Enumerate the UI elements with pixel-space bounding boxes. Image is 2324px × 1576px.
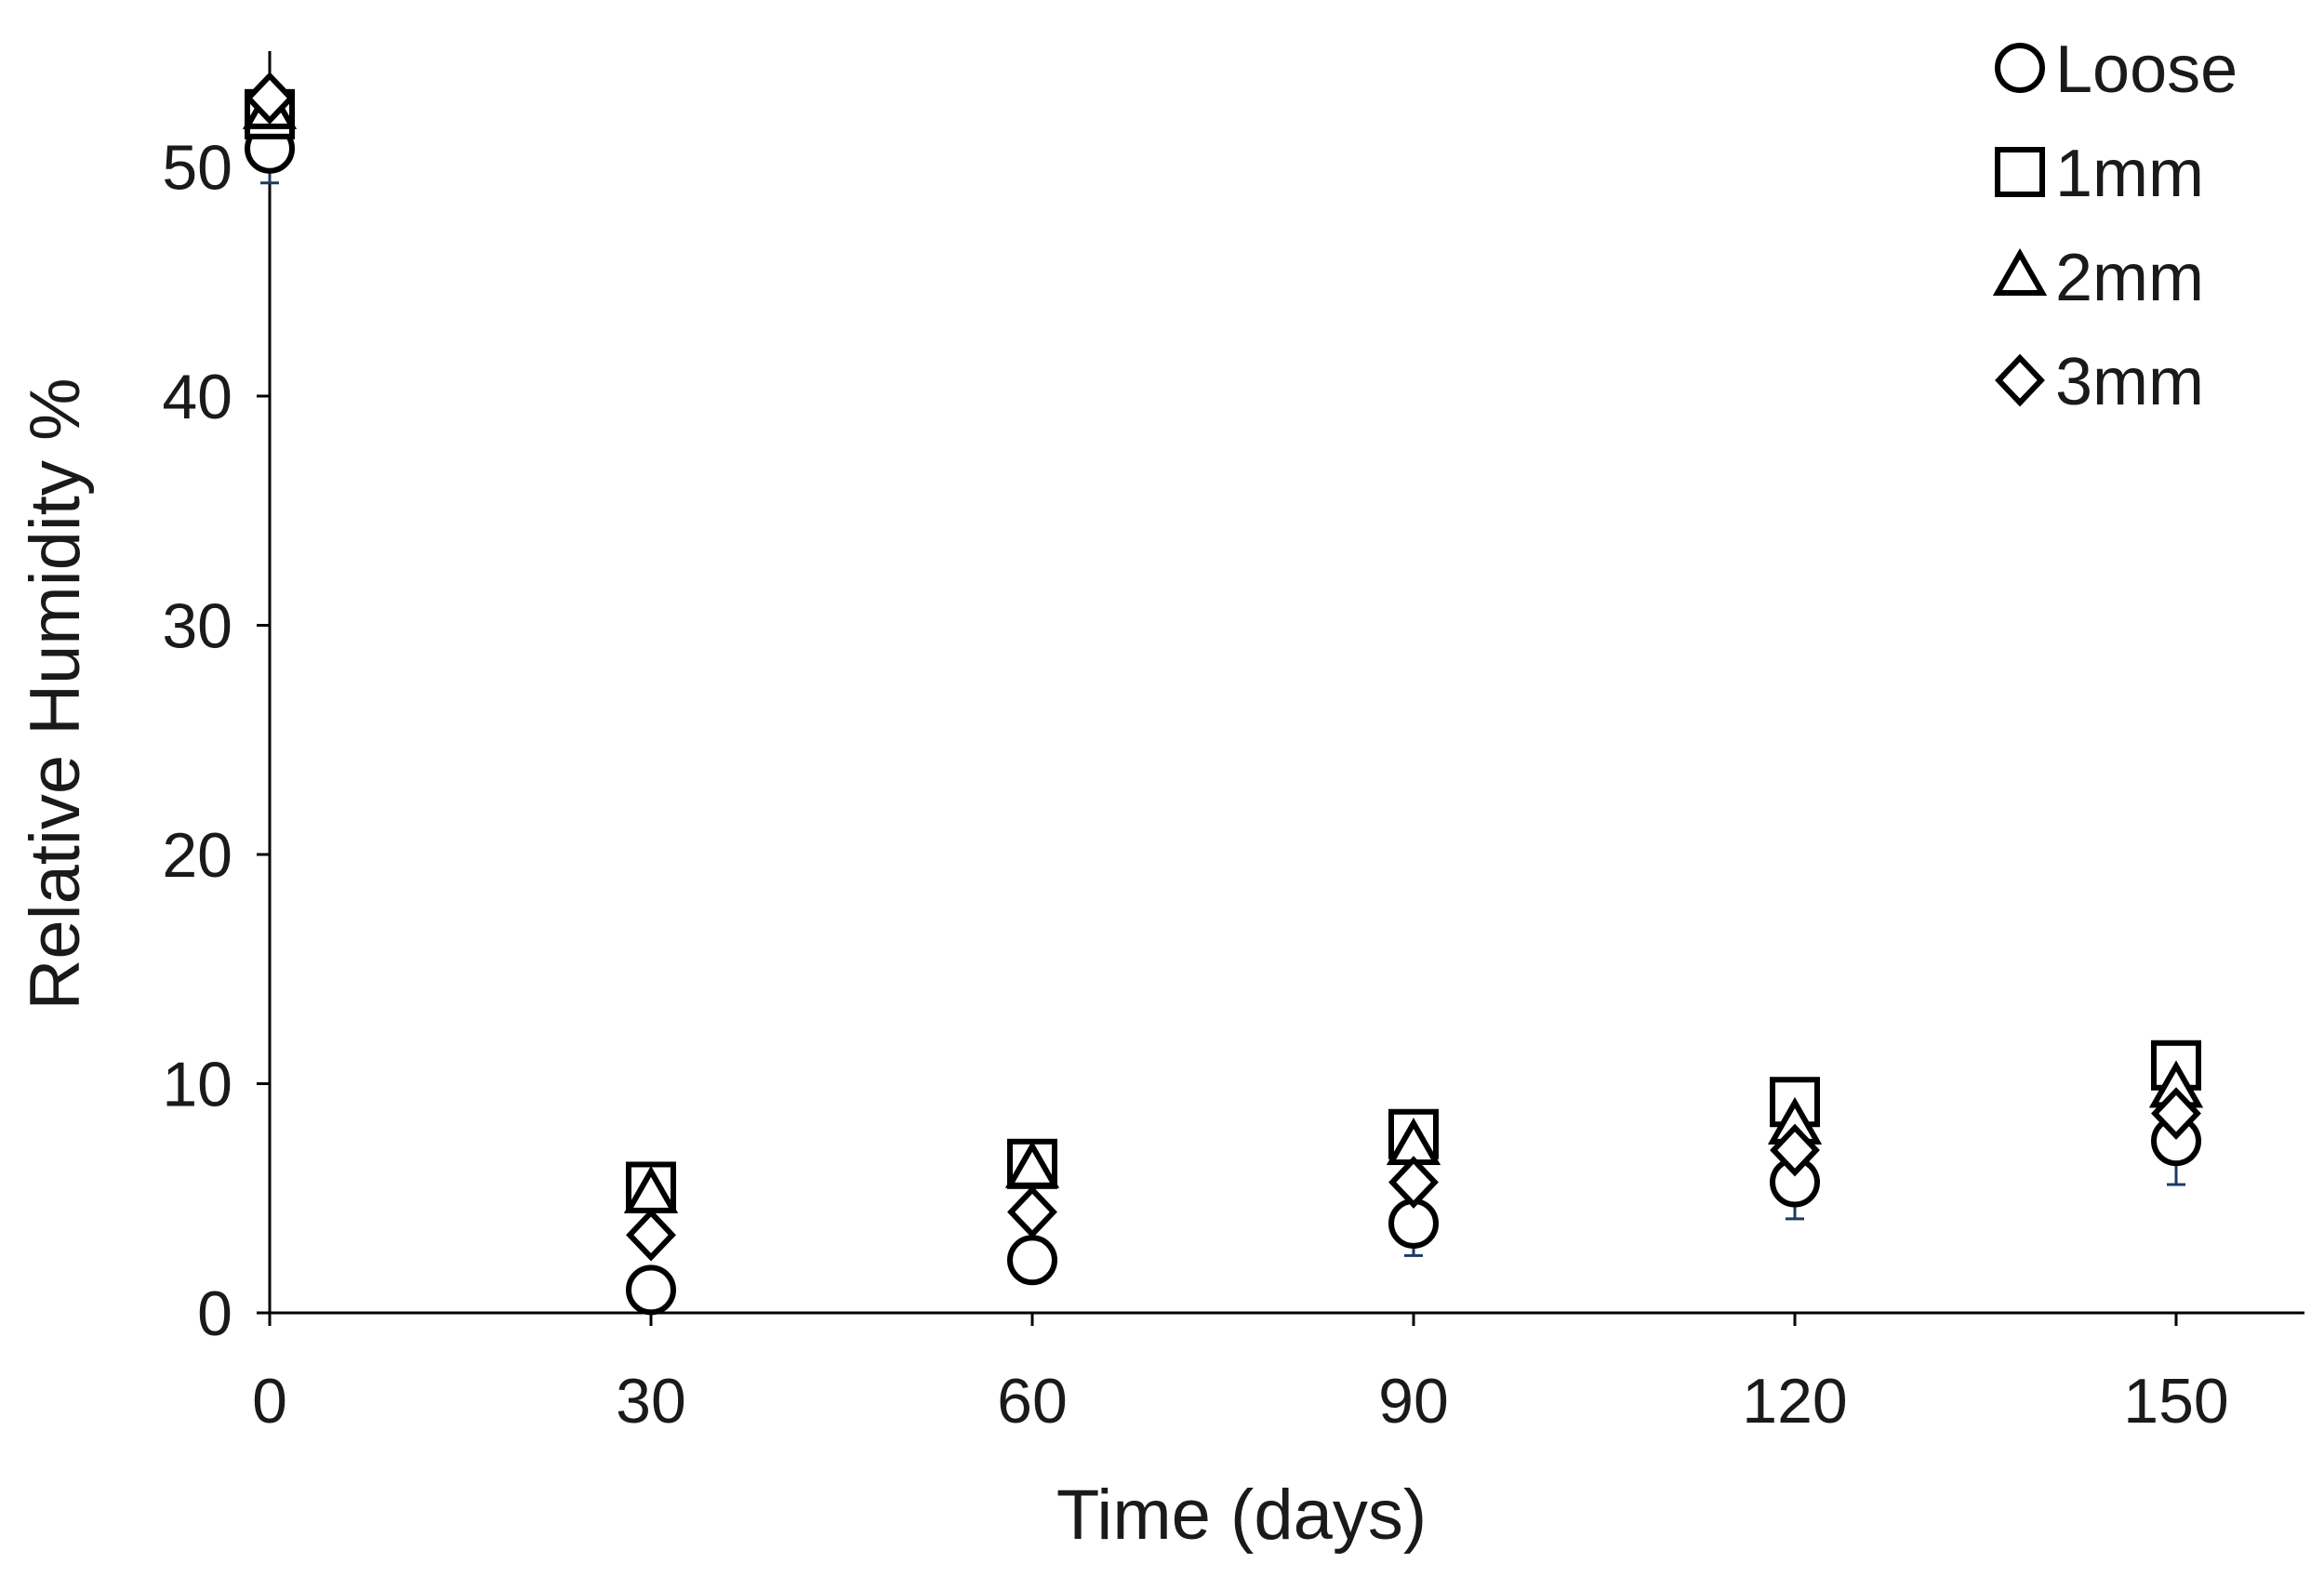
data-point-diamond xyxy=(1770,1123,1820,1177)
legend-marker-square xyxy=(1995,147,2045,197)
x-tick-label: 60 xyxy=(997,1366,1068,1437)
legend-marker-circle xyxy=(1995,43,2045,93)
legend-item: 3mm xyxy=(1995,345,2204,419)
data-point-diamond xyxy=(1007,1185,1057,1238)
legend-label: 2mm xyxy=(2055,241,2204,315)
x-ticks: 0 30 60 90 120 150 xyxy=(252,1313,2229,1437)
legend-item: Loose xyxy=(1995,33,2238,107)
legend-marker-triangle xyxy=(1992,247,2048,296)
x-axis: 0 30 60 90 120 150 xyxy=(252,1311,2304,1437)
data-point-diamond xyxy=(626,1208,676,1262)
x-tick-label: 120 xyxy=(1742,1366,1847,1437)
x-tick-label: 150 xyxy=(2123,1366,2228,1437)
data-point-diamond xyxy=(1388,1156,1439,1209)
x-tick-label: 0 xyxy=(252,1366,287,1437)
plot-area xyxy=(242,72,2204,1316)
x-tick-label: 30 xyxy=(616,1366,686,1437)
series-1mm xyxy=(245,88,2201,1212)
y-ticks: 0 10 20 30 40 50 xyxy=(162,133,270,1349)
x-tick-label: 90 xyxy=(1378,1366,1449,1437)
series-3mm xyxy=(245,72,2201,1262)
data-point-circle xyxy=(626,1265,676,1316)
y-tick-label: 40 xyxy=(162,362,232,432)
y-tick-label: 10 xyxy=(162,1050,232,1120)
legend-label: 3mm xyxy=(2055,345,2204,419)
y-tick-label: 20 xyxy=(162,820,232,891)
y-tick-label: 50 xyxy=(162,133,232,204)
data-point-diamond xyxy=(2151,1087,2201,1140)
data-point-diamond xyxy=(245,72,295,125)
legend-label: 1mm xyxy=(2055,137,2204,211)
y-tick-label: 30 xyxy=(162,591,232,662)
y-axis-title: Relative Humidity % xyxy=(16,377,95,1010)
data-point-triangle xyxy=(1004,1140,1060,1188)
legend-marker-diamond xyxy=(1995,353,2045,407)
series-2mm xyxy=(242,81,2204,1213)
x-axis-title: Time (days) xyxy=(1056,1476,1427,1555)
data-point-circle xyxy=(1007,1235,1057,1286)
y-tick-label: 0 xyxy=(197,1278,232,1349)
legend-label: Loose xyxy=(2055,33,2238,107)
y-axis: 0 10 20 30 40 50 xyxy=(162,51,272,1349)
legend-item: 1mm xyxy=(1995,137,2204,211)
legend: Loose 1mm 2mm 3mm xyxy=(1992,33,2238,419)
series-loose xyxy=(245,113,2201,1316)
legend-item: 2mm xyxy=(1992,241,2204,315)
